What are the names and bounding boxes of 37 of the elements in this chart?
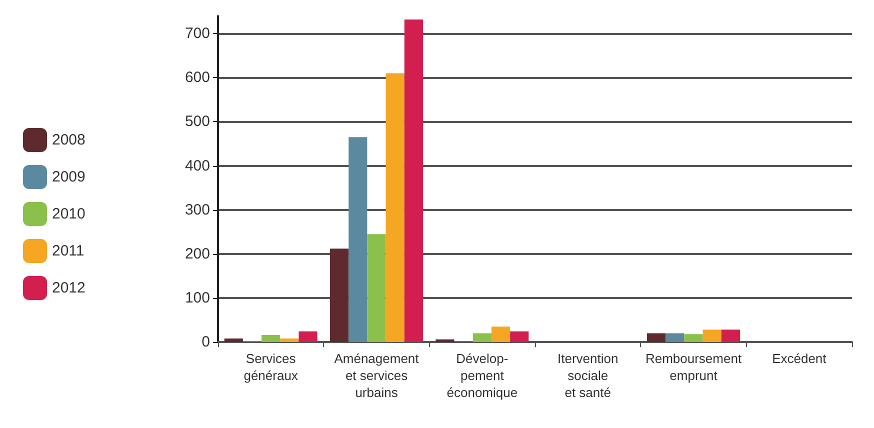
x-tick-label: Aménagement et services urbains [334,351,420,400]
x-tick-label: Dévelop- pement économique [446,351,518,400]
y-tick-label: 500 [184,113,210,130]
bar [721,330,740,342]
bar [330,248,349,342]
bar [702,330,722,342]
bar [262,334,280,342]
bar [348,137,368,342]
legend-label: 2008 [52,132,86,148]
x-tick-label: Excédent [772,351,827,366]
bar [510,331,529,342]
bar [666,333,684,342]
y-tick-label: 0 [202,334,210,350]
bar [386,73,404,342]
x-tick-label: Remboursement emprunt [645,351,742,383]
y-tick-label: 300 [184,201,210,218]
bar [436,339,454,342]
legend-label: 2012 [52,280,86,296]
y-tick-label: 100 [184,289,210,306]
bar [472,333,492,342]
legend-label: 2009 [52,168,86,186]
y-tick-label: 600 [184,69,210,86]
x-tick-label: Itervention sociale et santé [557,351,618,400]
bar [367,234,386,342]
bar [684,334,703,342]
legend-label: 2010 [52,206,86,222]
x-tick-label: Services généraux [244,351,298,383]
bar [647,333,666,342]
bar [491,326,510,342]
bar [224,338,243,342]
legend-label: 2011 [52,242,84,260]
bar [404,20,423,342]
y-tick-label: 200 [184,245,210,262]
y-tick-label: 700 [184,25,210,42]
bar [280,338,299,342]
y-tick-label: 400 [184,157,210,174]
bar [298,331,318,342]
